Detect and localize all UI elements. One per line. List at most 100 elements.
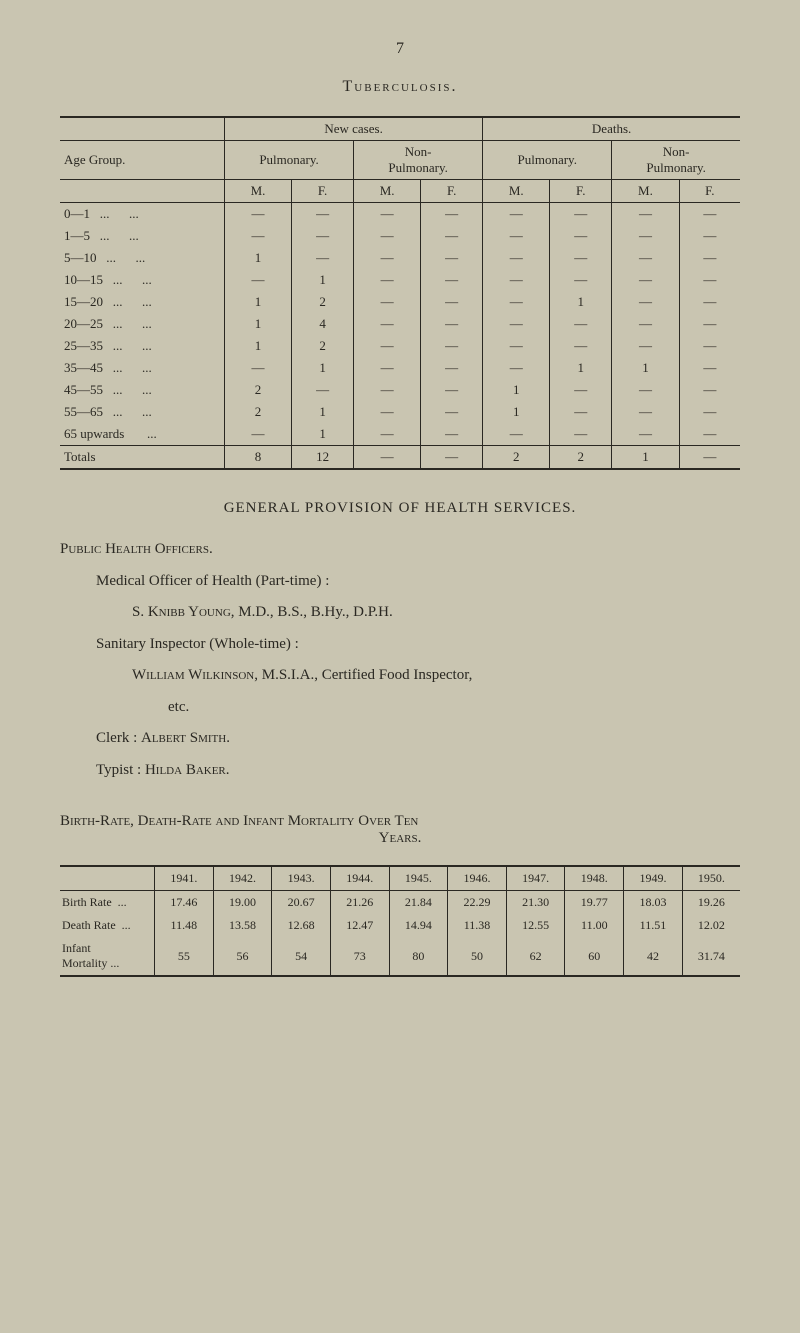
data-cell: 1 — [550, 291, 612, 313]
line4b: etc. — [60, 695, 740, 721]
rate-cell: 12.47 — [330, 914, 389, 937]
year-header: 1945. — [389, 867, 448, 891]
rate-cell: 31.74 — [682, 937, 740, 975]
data-cell: 1 — [225, 335, 292, 357]
age-group-cell: 25—35 ... ... — [60, 335, 225, 357]
rate-cell: 21.84 — [389, 891, 448, 915]
deaths-header: Deaths. — [483, 118, 740, 141]
age-group-header: Age Group. — [60, 141, 225, 180]
non-pulmonary-header: Non- Pulmonary. — [354, 141, 483, 180]
data-cell: — — [354, 401, 421, 423]
data-cell: — — [550, 269, 612, 291]
data-cell: — — [354, 357, 421, 379]
data-cell: 1 — [612, 357, 679, 379]
data-cell: — — [421, 423, 483, 446]
data-cell: — — [612, 291, 679, 313]
data-cell: — — [292, 379, 354, 401]
rate-cell: 13.58 — [213, 914, 272, 937]
divider — [60, 468, 740, 470]
line4-name: William Wilkinson — [132, 667, 254, 683]
data-cell: 1 — [550, 357, 612, 379]
data-cell: — — [354, 313, 421, 335]
data-cell: — — [225, 225, 292, 247]
data-cell: 1 — [225, 247, 292, 269]
data-cell: — — [483, 313, 550, 335]
line4-post: , M.S.I.A., Certified Food Inspector, — [254, 667, 472, 683]
officers-heading: Public Health Officers. — [60, 541, 213, 557]
data-cell: 1 — [483, 379, 550, 401]
data-cell: — — [550, 247, 612, 269]
year-header: 1947. — [506, 867, 565, 891]
rate-cell: 19.26 — [682, 891, 740, 915]
pulmonary-header-2: Pulmonary. — [483, 141, 612, 180]
col-f: F. — [550, 180, 612, 203]
data-cell: — — [483, 357, 550, 379]
data-cell: 2 — [225, 379, 292, 401]
data-cell: — — [550, 335, 612, 357]
age-group-cell: 0—1 ... ... — [60, 203, 225, 226]
data-cell: — — [483, 247, 550, 269]
age-group-cell: 1—5 ... ... — [60, 225, 225, 247]
rate-cell: 12.55 — [506, 914, 565, 937]
col-m: M. — [612, 180, 679, 203]
line2-name: Knibb Young — [148, 604, 231, 620]
col-f: F. — [421, 180, 483, 203]
data-cell: 1 — [483, 401, 550, 423]
data-cell: — — [354, 225, 421, 247]
data-cell: — — [354, 247, 421, 269]
rates-heading-b: Years. — [379, 830, 422, 846]
data-cell: — — [421, 313, 483, 335]
rate-row-label: InfantMortality ... — [60, 937, 155, 975]
rates-heading: Birth-Rate, Death-Rate and Infant Mortal… — [60, 813, 740, 847]
divider — [60, 975, 740, 977]
data-cell: — — [612, 423, 679, 446]
year-header: 1948. — [565, 867, 624, 891]
data-cell: — — [483, 335, 550, 357]
data-cell: — — [679, 335, 740, 357]
year-header: 1943. — [272, 867, 331, 891]
data-cell: — — [421, 401, 483, 423]
data-cell: 2 — [292, 291, 354, 313]
rate-cell: 56 — [213, 937, 272, 975]
data-cell: — — [612, 335, 679, 357]
totals-cell: 1 — [612, 446, 679, 469]
col-f: F. — [292, 180, 354, 203]
col-f: F. — [679, 180, 740, 203]
data-cell: — — [483, 269, 550, 291]
data-cell: — — [550, 423, 612, 446]
totals-cell: 12 — [292, 446, 354, 469]
data-cell: — — [421, 335, 483, 357]
col-m: M. — [225, 180, 292, 203]
rate-cell: 19.00 — [213, 891, 272, 915]
data-cell: — — [550, 225, 612, 247]
data-cell: — — [225, 357, 292, 379]
data-cell: — — [292, 225, 354, 247]
data-cell: — — [354, 379, 421, 401]
totals-cell: — — [354, 446, 421, 469]
rate-cell: 80 — [389, 937, 448, 975]
line-sanitary-inspector: Sanitary Inspector (Whole-time) : — [60, 632, 740, 658]
rates-heading-a: Birth-Rate, Death-Rate and Infant Mortal… — [60, 813, 418, 829]
rate-cell: 11.48 — [155, 914, 214, 937]
new-cases-header: New cases. — [225, 118, 483, 141]
rate-cell: 19.77 — [565, 891, 624, 915]
col-m: M. — [483, 180, 550, 203]
data-cell: 1 — [292, 423, 354, 446]
data-cell: — — [292, 247, 354, 269]
year-header: 1946. — [448, 867, 507, 891]
rate-cell: 11.51 — [624, 914, 683, 937]
data-cell: — — [421, 269, 483, 291]
data-cell: — — [679, 269, 740, 291]
tuberculosis-table: New cases. Deaths. Age Group. Pulmonary.… — [60, 118, 740, 468]
age-group-cell: 10—15 ... ... — [60, 269, 225, 291]
data-cell: 2 — [292, 335, 354, 357]
data-cell: — — [679, 357, 740, 379]
col-m: M. — [354, 180, 421, 203]
rate-cell: 21.26 — [330, 891, 389, 915]
main-title: Tuberculosis. — [60, 78, 740, 96]
data-cell: — — [612, 379, 679, 401]
data-cell: — — [679, 423, 740, 446]
data-cell: — — [612, 269, 679, 291]
data-cell: — — [612, 247, 679, 269]
age-group-cell: 45—55 ... ... — [60, 379, 225, 401]
